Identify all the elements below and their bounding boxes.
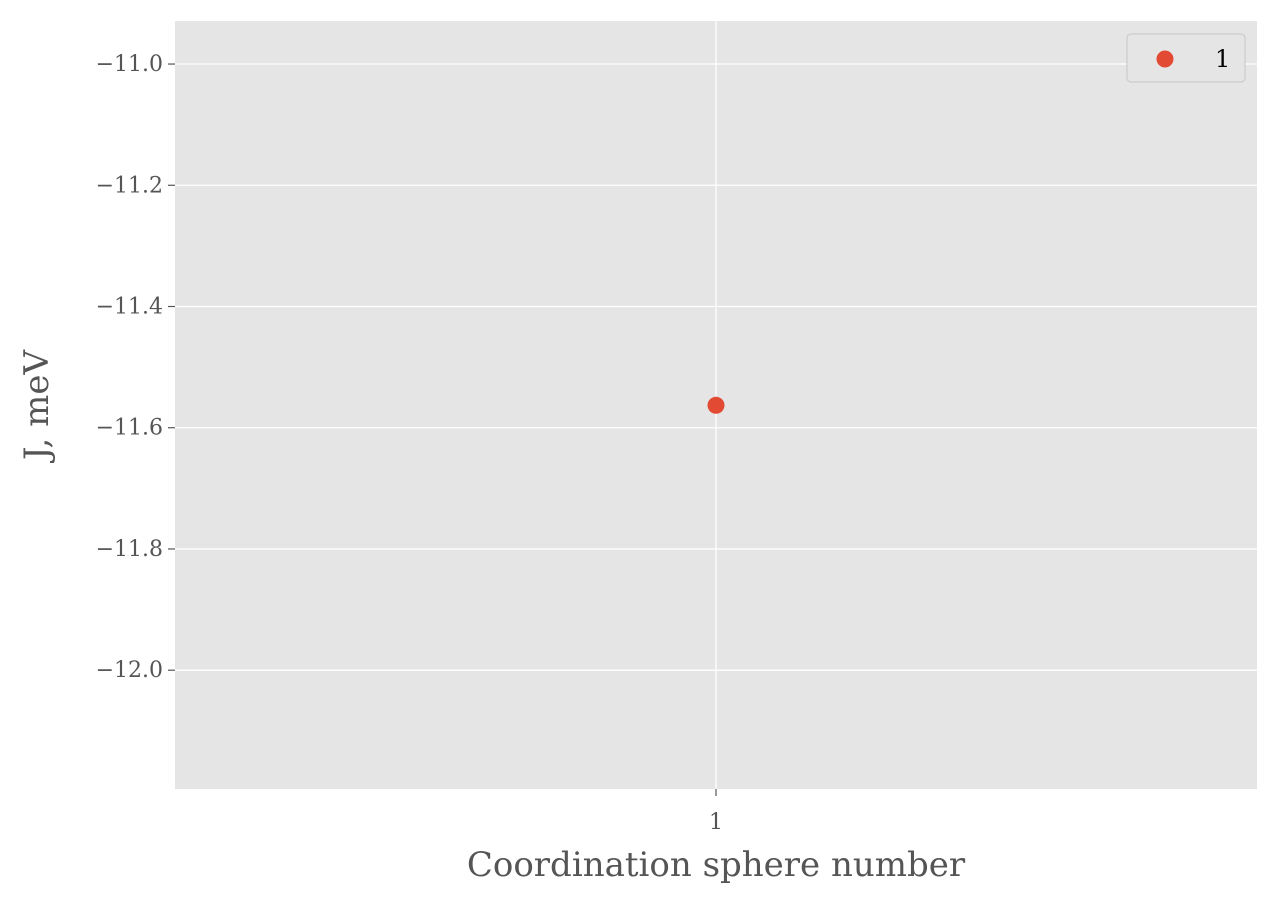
y-axis-label: J, meV — [17, 348, 57, 463]
legend-label: 1 — [1215, 45, 1230, 73]
x-tick-label: 1 — [709, 810, 723, 835]
legend-marker — [1156, 50, 1174, 68]
legend-box — [1126, 33, 1246, 83]
data-point — [707, 396, 725, 414]
y-axis-ticks: −11.0 −11.2 −11.4 −11.6 −11.8 −12.0 — [96, 52, 175, 683]
legend: 1 — [1126, 33, 1246, 83]
grid-lines — [175, 21, 1257, 789]
y-tick-label: −11.8 — [96, 537, 163, 562]
y-tick-label: −12.0 — [96, 658, 163, 683]
y-tick-label: −11.6 — [96, 416, 163, 441]
y-tick-label: −11.2 — [96, 173, 163, 198]
x-axis-ticks: 1 — [709, 789, 723, 835]
data-points — [707, 396, 725, 414]
y-tick-label: −11.0 — [96, 52, 163, 77]
y-tick-label: −11.4 — [96, 294, 163, 319]
x-axis-label: Coordination sphere number — [467, 845, 966, 885]
